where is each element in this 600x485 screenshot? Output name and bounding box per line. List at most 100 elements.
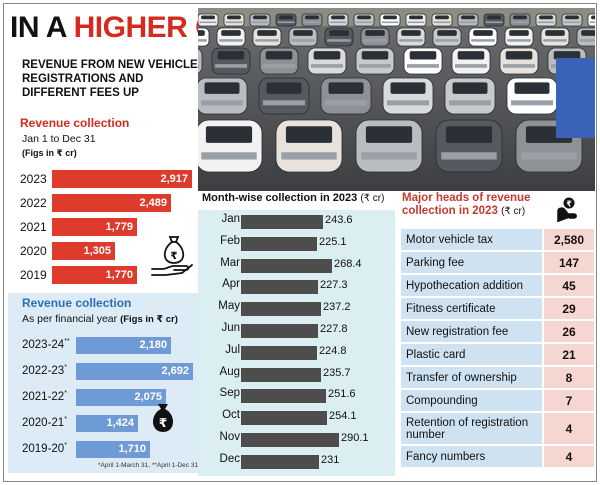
fy-category-label: 2019-20* bbox=[22, 442, 78, 455]
car bbox=[288, 27, 318, 47]
major-head-row: Plastic card 21 bbox=[401, 344, 594, 365]
fy-subtitle: As per financial year bbox=[22, 313, 118, 325]
cy-bar-value: 1,770 bbox=[105, 269, 133, 281]
cy-bar: 1,305 bbox=[52, 242, 115, 260]
car bbox=[561, 13, 583, 27]
month-bar bbox=[241, 411, 327, 425]
fy-note: (Figs in ₹ cr) bbox=[120, 314, 178, 325]
svg-text:₹: ₹ bbox=[159, 416, 167, 430]
major-heads-unit: (₹ cr) bbox=[501, 206, 526, 217]
fy-title: Revenue collection bbox=[22, 296, 132, 310]
month-bar bbox=[241, 455, 319, 469]
monthwise-title: Month-wise collection in 2023 bbox=[202, 192, 358, 204]
month-label: Apr bbox=[222, 278, 240, 290]
month-bar bbox=[241, 346, 317, 360]
major-heads-title-block: Major heads of revenue collection in 202… bbox=[402, 192, 552, 218]
car bbox=[327, 13, 349, 27]
fy-category-marker: * bbox=[64, 416, 67, 423]
svg-text:₹: ₹ bbox=[566, 200, 572, 209]
car bbox=[444, 77, 496, 115]
major-head-value: 147 bbox=[544, 252, 594, 273]
major-heads-title: Major heads of revenue collection in 202… bbox=[402, 192, 531, 217]
fy-bar-value: 1,424 bbox=[106, 417, 134, 429]
car bbox=[360, 27, 390, 47]
fy-category-text: 2020-21 bbox=[22, 416, 65, 429]
car bbox=[355, 47, 395, 75]
fy-category-label: 2022-23* bbox=[22, 364, 78, 377]
cy-bar: 2,489 bbox=[52, 194, 171, 212]
major-head-row: Motor vehicle tax 2,580 bbox=[401, 229, 594, 250]
car bbox=[198, 48, 203, 74]
major-head-name: Transfer of ownership bbox=[401, 367, 542, 388]
fy-category-label: 2021-22* bbox=[22, 390, 78, 403]
car bbox=[216, 27, 246, 47]
fy-category-text: 2023-24 bbox=[22, 338, 65, 351]
major-head-value: 26 bbox=[544, 321, 594, 342]
major-head-value: 8 bbox=[544, 367, 594, 388]
month-bar-value: 231 bbox=[321, 454, 340, 466]
major-head-value: 4 bbox=[544, 413, 594, 444]
month-bar-value: 225.1 bbox=[319, 236, 347, 248]
car bbox=[403, 47, 443, 75]
car bbox=[405, 13, 427, 27]
cy-bar-value: 1,305 bbox=[83, 245, 111, 257]
major-head-row: Transfer of ownership 8 bbox=[401, 367, 594, 388]
car bbox=[198, 13, 219, 27]
hand-coin-icon: ₹ bbox=[557, 197, 577, 222]
car bbox=[307, 47, 347, 75]
month-bar bbox=[241, 368, 321, 382]
month-bar-value: 235.7 bbox=[323, 367, 351, 379]
major-head-row: New registration fee 26 bbox=[401, 321, 594, 342]
car bbox=[535, 13, 557, 27]
svg-text:₹: ₹ bbox=[171, 251, 178, 262]
major-head-row: Retention of registration number 4 bbox=[401, 413, 594, 444]
month-bar bbox=[241, 280, 318, 294]
car bbox=[252, 27, 282, 47]
fy-subtitle-line: As per financial year (Figs in ₹ cr) bbox=[22, 313, 178, 325]
month-bar-value: 237.2 bbox=[323, 301, 351, 313]
car bbox=[499, 47, 539, 75]
car bbox=[211, 47, 251, 75]
car bbox=[320, 77, 372, 115]
month-bar-value: 224.8 bbox=[319, 345, 347, 357]
fy-bar-value: 1,710 bbox=[118, 443, 146, 455]
cy-title: Revenue collection bbox=[20, 116, 130, 130]
fy-bar: 1,424 bbox=[76, 415, 138, 432]
subhead: REVENUE FROM NEW VEHICLE REGISTRATIONS A… bbox=[22, 59, 198, 99]
month-label: Mar bbox=[220, 257, 240, 269]
car bbox=[431, 13, 453, 27]
fy-category-marker: * bbox=[64, 390, 67, 397]
fy-category-label: 2020-21* bbox=[22, 416, 78, 429]
monthwise-panel bbox=[198, 210, 395, 476]
car bbox=[451, 47, 491, 75]
major-head-name: Fancy numbers bbox=[401, 446, 542, 467]
fy-bar-value: 2,180 bbox=[139, 339, 167, 351]
month-label: Jun bbox=[221, 322, 240, 334]
major-head-name: New registration fee bbox=[401, 321, 542, 342]
month-bar-value: 227.8 bbox=[320, 323, 348, 335]
major-head-name: Compounding bbox=[401, 390, 542, 411]
month-label: Dec bbox=[219, 453, 240, 465]
month-bar bbox=[241, 302, 321, 316]
month-bar bbox=[241, 324, 318, 338]
major-head-row: Compounding 7 bbox=[401, 390, 594, 411]
car bbox=[435, 119, 503, 173]
headline-part1: IN A bbox=[10, 11, 66, 44]
major-head-name: Fitness certificate bbox=[401, 298, 542, 319]
car bbox=[379, 13, 401, 27]
car bbox=[382, 77, 434, 115]
car bbox=[468, 27, 498, 47]
month-bar bbox=[241, 433, 339, 447]
major-head-name: Hypothecation addition bbox=[401, 275, 542, 296]
cy-category-label: 2023 bbox=[20, 172, 47, 186]
month-label: May bbox=[218, 300, 240, 312]
major-head-row: Parking fee 147 bbox=[401, 252, 594, 273]
month-bar bbox=[241, 215, 323, 229]
car bbox=[258, 77, 310, 115]
month-label: Jan bbox=[221, 213, 240, 225]
fy-bar: 1,710 bbox=[76, 441, 150, 458]
car bbox=[223, 13, 245, 27]
car bbox=[198, 77, 248, 115]
car bbox=[576, 27, 595, 47]
car bbox=[249, 13, 271, 27]
